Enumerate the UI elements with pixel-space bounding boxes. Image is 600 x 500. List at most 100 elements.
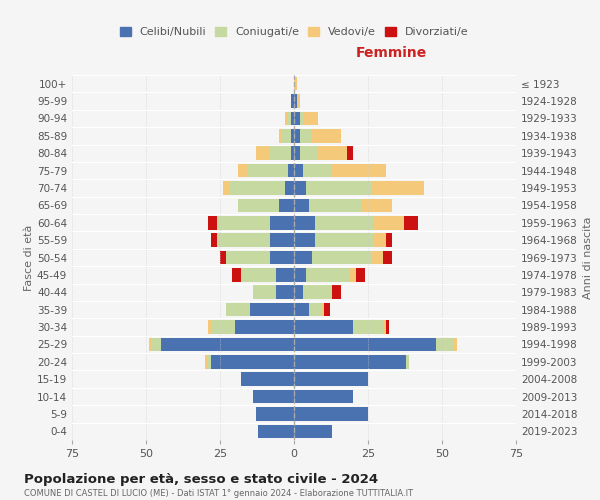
Bar: [217, 216, 271, 230]
Bar: [294, 234, 315, 247]
Bar: [291, 129, 294, 142]
Bar: [347, 146, 353, 160]
Bar: [232, 268, 241, 281]
Bar: [238, 198, 279, 212]
Y-axis label: Fasce di età: Fasce di età: [24, 224, 34, 290]
Bar: [332, 164, 386, 177]
Bar: [149, 338, 152, 351]
Bar: [285, 112, 288, 125]
Bar: [297, 94, 300, 108]
Bar: [300, 146, 317, 160]
Text: Femmine: Femmine: [356, 46, 427, 60]
Bar: [282, 129, 291, 142]
Bar: [294, 268, 306, 281]
Bar: [371, 250, 383, 264]
Bar: [406, 355, 409, 368]
Bar: [294, 198, 309, 212]
Bar: [294, 338, 436, 351]
Bar: [271, 216, 294, 230]
Bar: [235, 320, 294, 334]
Bar: [294, 286, 303, 299]
Bar: [238, 164, 247, 177]
Bar: [229, 181, 285, 195]
Bar: [226, 250, 271, 264]
Bar: [315, 234, 374, 247]
Bar: [294, 320, 353, 334]
Bar: [294, 355, 406, 368]
Bar: [161, 338, 294, 351]
Bar: [208, 216, 217, 230]
Bar: [300, 112, 303, 125]
Bar: [211, 355, 294, 368]
Bar: [371, 181, 424, 195]
Bar: [312, 129, 341, 142]
Bar: [271, 234, 294, 247]
Bar: [300, 129, 312, 142]
Bar: [306, 268, 350, 281]
Bar: [152, 338, 161, 351]
Bar: [303, 164, 332, 177]
Bar: [303, 112, 317, 125]
Y-axis label: Anni di nascita: Anni di nascita: [583, 216, 593, 298]
Bar: [294, 390, 353, 404]
Bar: [256, 407, 294, 420]
Bar: [294, 129, 300, 142]
Bar: [350, 268, 356, 281]
Bar: [436, 338, 454, 351]
Bar: [208, 320, 211, 334]
Bar: [294, 407, 368, 420]
Bar: [294, 424, 332, 438]
Bar: [294, 372, 368, 386]
Bar: [306, 181, 371, 195]
Bar: [205, 355, 208, 368]
Bar: [226, 303, 250, 316]
Bar: [303, 286, 332, 299]
Bar: [353, 320, 383, 334]
Bar: [294, 112, 300, 125]
Bar: [288, 112, 291, 125]
Bar: [211, 320, 235, 334]
Bar: [309, 303, 320, 316]
Bar: [362, 198, 392, 212]
Bar: [294, 216, 315, 230]
Bar: [312, 250, 371, 264]
Bar: [279, 129, 282, 142]
Bar: [294, 303, 309, 316]
Bar: [256, 146, 271, 160]
Bar: [317, 146, 347, 160]
Bar: [294, 164, 303, 177]
Bar: [291, 94, 294, 108]
Bar: [217, 234, 271, 247]
Bar: [253, 286, 276, 299]
Bar: [259, 424, 294, 438]
Bar: [323, 303, 329, 316]
Bar: [454, 338, 457, 351]
Text: Popolazione per età, sesso e stato civile - 2024: Popolazione per età, sesso e stato civil…: [24, 472, 378, 486]
Bar: [315, 216, 374, 230]
Bar: [220, 250, 226, 264]
Bar: [247, 164, 288, 177]
Bar: [386, 234, 392, 247]
Bar: [294, 146, 300, 160]
Bar: [211, 234, 217, 247]
Bar: [374, 216, 404, 230]
Text: COMUNE DI CASTEL DI LUCIO (ME) - Dati ISTAT 1° gennaio 2024 - Elaborazione TUTTI: COMUNE DI CASTEL DI LUCIO (ME) - Dati IS…: [24, 489, 413, 498]
Bar: [332, 286, 341, 299]
Bar: [223, 181, 229, 195]
Bar: [356, 268, 365, 281]
Bar: [253, 390, 294, 404]
Bar: [404, 216, 418, 230]
Bar: [271, 250, 294, 264]
Bar: [271, 146, 291, 160]
Bar: [285, 181, 294, 195]
Bar: [291, 146, 294, 160]
Bar: [309, 198, 362, 212]
Bar: [383, 320, 386, 334]
Bar: [291, 112, 294, 125]
Bar: [294, 250, 312, 264]
Bar: [288, 164, 294, 177]
Bar: [241, 372, 294, 386]
Bar: [383, 250, 392, 264]
Bar: [276, 286, 294, 299]
Bar: [208, 355, 211, 368]
